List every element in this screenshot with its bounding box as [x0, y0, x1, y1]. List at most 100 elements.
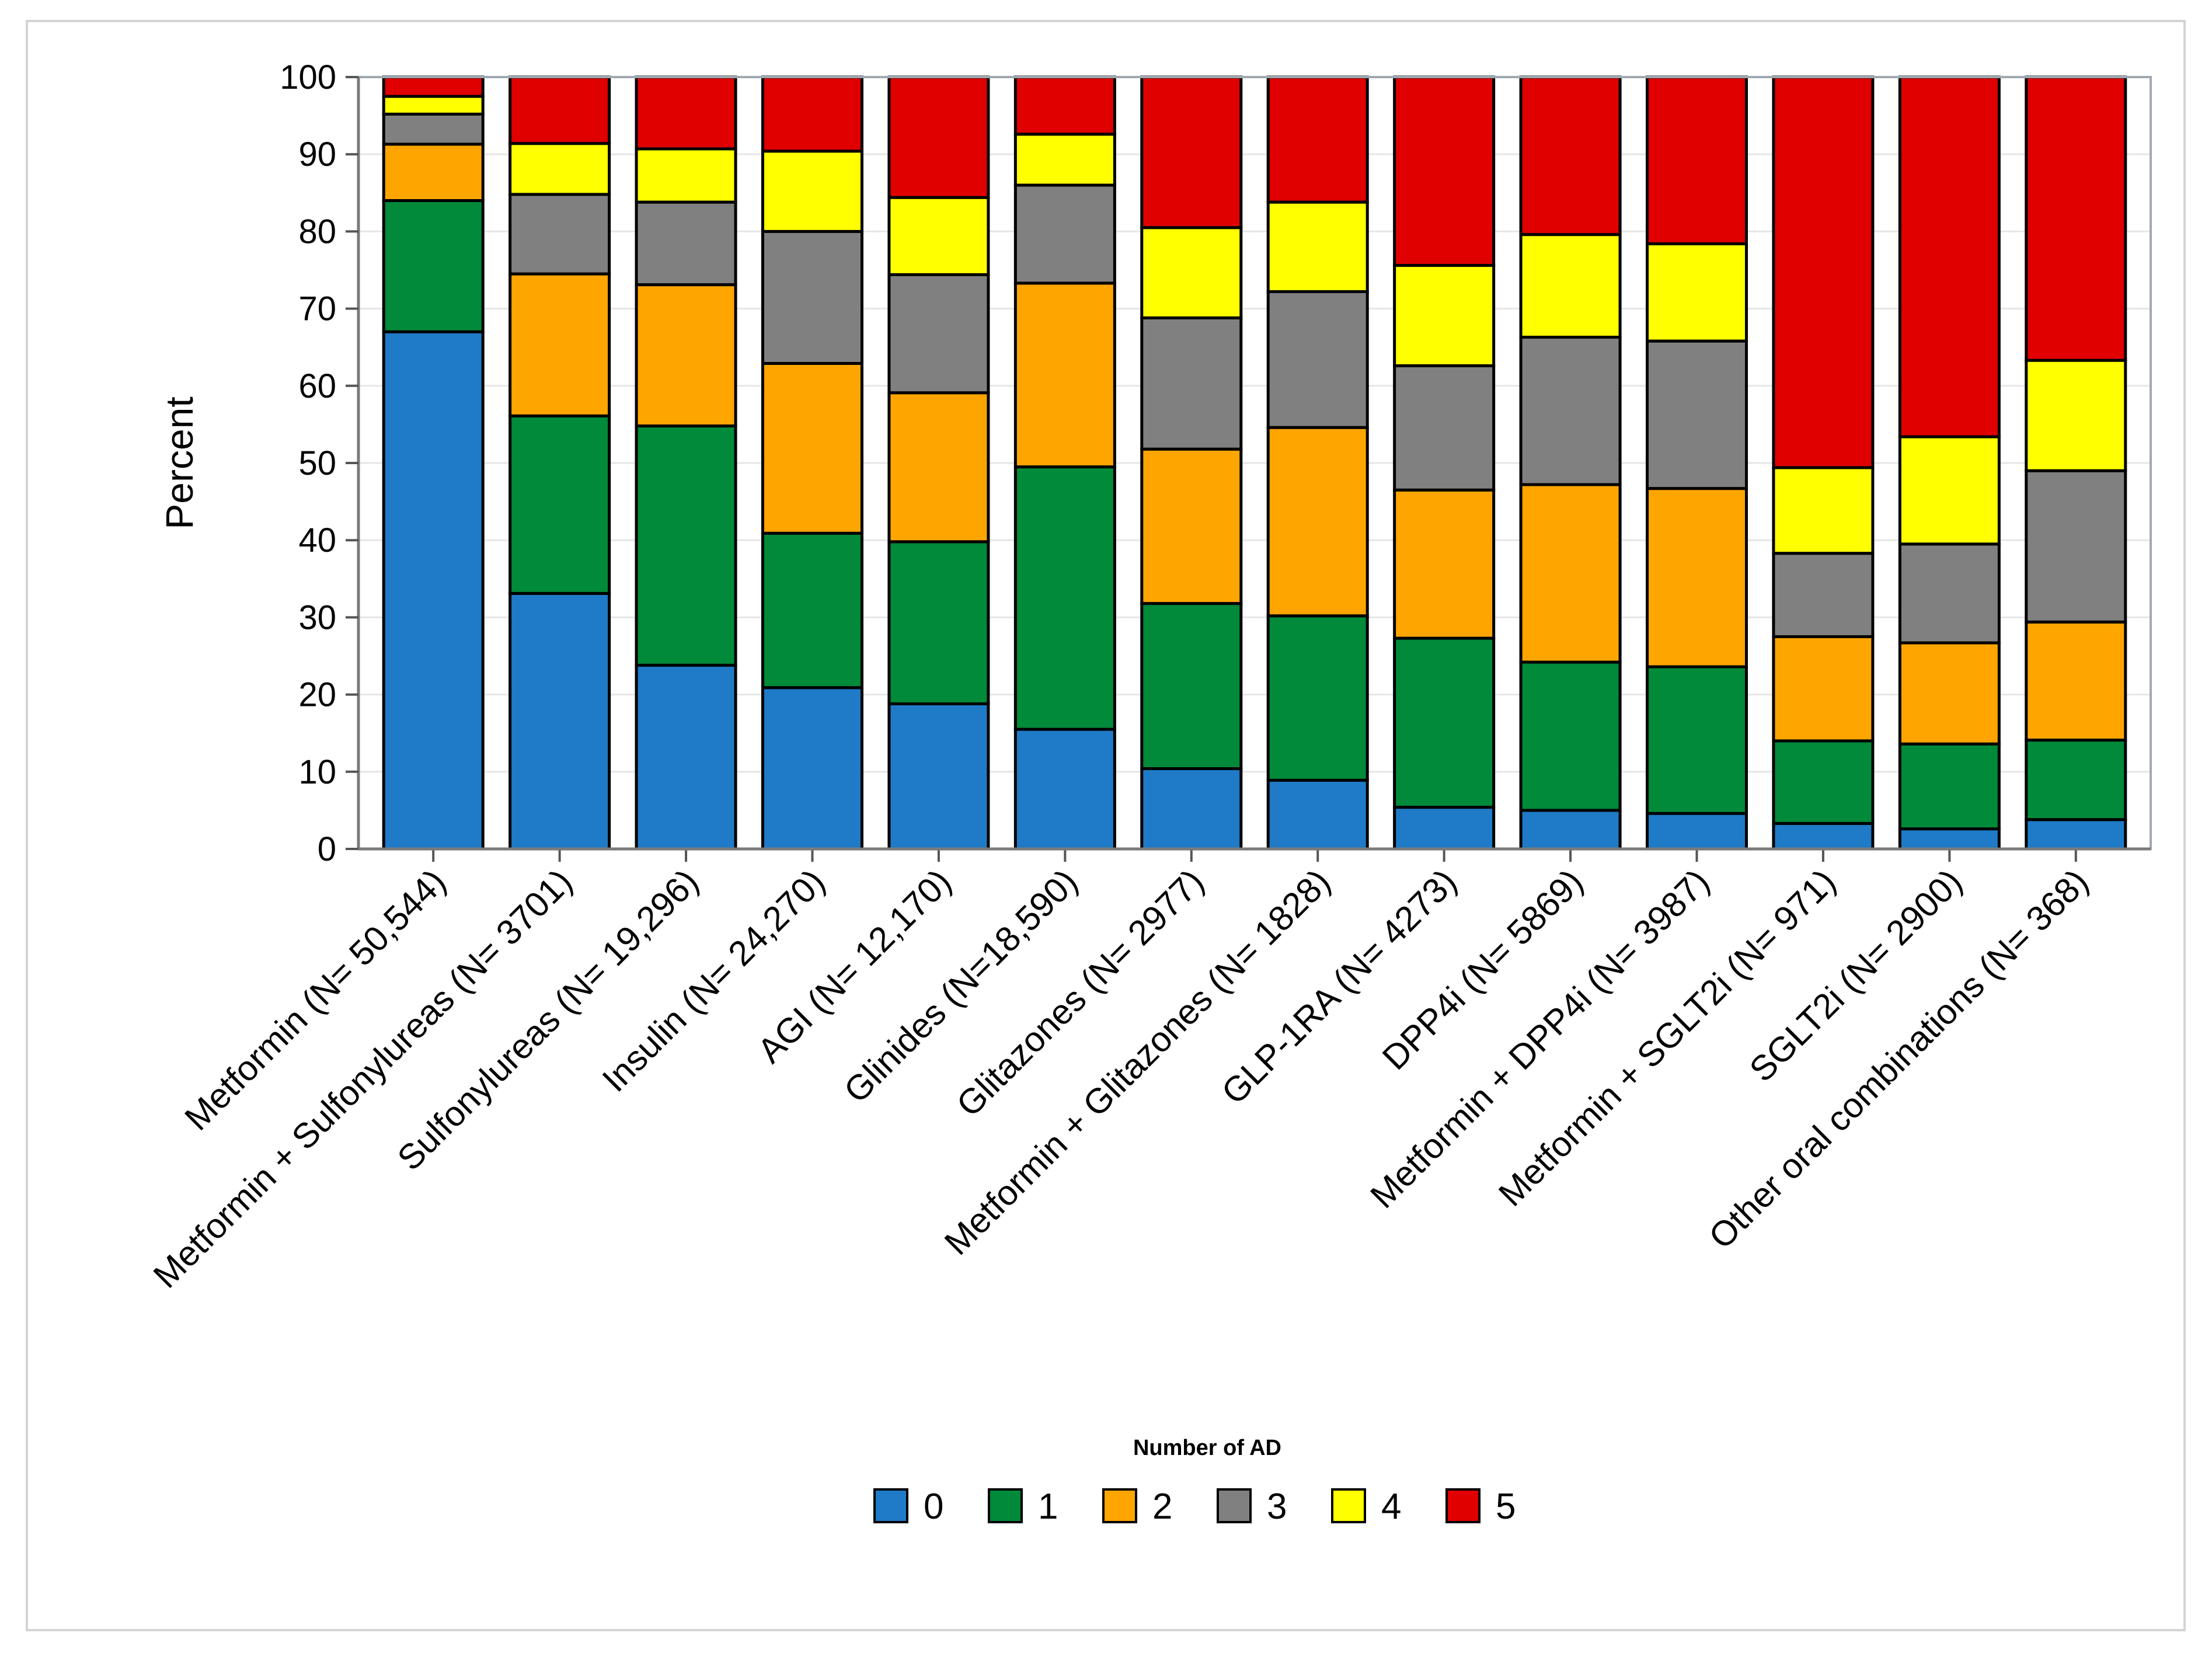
bar-segment-4[interactable]	[1772, 466, 1875, 555]
bar-segment-0[interactable]	[635, 663, 737, 851]
bar-stack	[2025, 75, 2127, 851]
bar-segment-3[interactable]	[1013, 183, 1116, 285]
bar-segment-1[interactable]	[635, 424, 737, 667]
legend-swatch-5[interactable]	[1445, 1488, 1481, 1523]
bar-segment-2[interactable]	[1898, 641, 2001, 746]
bar-segment-2[interactable]	[1266, 426, 1369, 618]
bar-segment-0[interactable]	[1393, 806, 1496, 851]
bar-segment-0[interactable]	[382, 330, 485, 851]
bar-segment-3[interactable]	[2025, 469, 2127, 624]
bar-segment-3[interactable]	[1898, 542, 2001, 645]
bar-segment-0[interactable]	[1266, 778, 1369, 851]
bar-segment-1[interactable]	[508, 414, 611, 595]
bar-segment-1[interactable]	[382, 199, 485, 333]
bar-segment-1[interactable]	[1013, 465, 1116, 731]
y-tick-label: 0	[318, 830, 336, 868]
legend-swatch-2[interactable]	[1102, 1488, 1137, 1523]
bar-segment-4[interactable]	[1266, 200, 1369, 294]
bar-stack	[1898, 75, 2001, 851]
bar-segment-0[interactable]	[508, 591, 611, 851]
bar-segment-0[interactable]	[1772, 821, 1875, 851]
bar-segment-5[interactable]	[1519, 75, 1622, 236]
bar-segment-1[interactable]	[1898, 742, 2001, 831]
bar-segment-2[interactable]	[1393, 488, 1496, 640]
bar-segment-3[interactable]	[1772, 552, 1875, 638]
bar-segment-5[interactable]	[508, 75, 611, 145]
bar-segment-4[interactable]	[1013, 133, 1116, 187]
bar-segment-4[interactable]	[382, 95, 485, 116]
bar-segment-1[interactable]	[1393, 636, 1496, 809]
legend-item[interactable]: 2	[1102, 1487, 1172, 1527]
bar-segment-2[interactable]	[2025, 620, 2127, 742]
legend-item[interactable]: 0	[873, 1487, 943, 1527]
bar-segment-5[interactable]	[1772, 75, 1875, 469]
bar-segment-4[interactable]	[1393, 264, 1496, 367]
legend-item[interactable]: 1	[988, 1487, 1058, 1527]
legend-item[interactable]: 5	[1445, 1487, 1516, 1527]
bar-segment-1[interactable]	[1772, 739, 1875, 825]
bar-segment-5[interactable]	[635, 75, 737, 151]
bar-segment-1[interactable]	[761, 531, 863, 690]
bar-segment-1[interactable]	[1266, 614, 1369, 782]
bar-segment-4[interactable]	[1140, 226, 1243, 319]
bar-segment-4[interactable]	[635, 147, 737, 204]
bar-segment-5[interactable]	[382, 75, 485, 98]
bar-segment-5[interactable]	[1898, 75, 2001, 438]
bar-segment-4[interactable]	[887, 196, 990, 276]
bar-segment-2[interactable]	[1519, 483, 1622, 664]
bar-segment-3[interactable]	[887, 273, 990, 395]
bar-segment-2[interactable]	[1140, 447, 1243, 605]
bar-segment-5[interactable]	[2025, 75, 2127, 362]
legend-item[interactable]: 4	[1331, 1487, 1401, 1527]
bar-segment-1[interactable]	[1646, 665, 1748, 815]
bar-segment-3[interactable]	[1519, 336, 1622, 486]
bar-segment-4[interactable]	[1898, 435, 2001, 546]
bar-segment-0[interactable]	[2025, 818, 2127, 851]
bar-segment-2[interactable]	[1646, 487, 1748, 669]
bar-segment-5[interactable]	[887, 75, 990, 199]
bar-segment-1[interactable]	[1140, 602, 1243, 771]
bar-segment-1[interactable]	[1519, 660, 1622, 812]
legend-swatch-4[interactable]	[1331, 1488, 1366, 1523]
bar-segment-2[interactable]	[508, 272, 611, 417]
bar-segment-3[interactable]	[635, 200, 737, 287]
bar-segment-3[interactable]	[1646, 339, 1748, 490]
bar-segment-3[interactable]	[1393, 364, 1496, 492]
legend-label-2: 2	[1152, 1487, 1172, 1527]
bar-segment-3[interactable]	[508, 193, 611, 276]
bar-segment-0[interactable]	[1013, 727, 1116, 851]
bar-segment-4[interactable]	[1519, 233, 1622, 339]
bar-segment-2[interactable]	[761, 361, 863, 535]
bar-segment-0[interactable]	[1140, 767, 1243, 851]
bar-segment-1[interactable]	[2025, 739, 2127, 821]
bar-segment-2[interactable]	[382, 142, 485, 203]
bar-segment-4[interactable]	[1646, 242, 1748, 343]
bar-segment-5[interactable]	[1646, 75, 1748, 246]
bar-segment-4[interactable]	[508, 142, 611, 196]
legend-swatch-3[interactable]	[1217, 1488, 1252, 1523]
bar-segment-2[interactable]	[887, 391, 990, 544]
bar-segment-0[interactable]	[1646, 812, 1748, 851]
bar-segment-5[interactable]	[1266, 75, 1369, 204]
legend-swatch-0[interactable]	[873, 1488, 908, 1523]
bar-segment-5[interactable]	[1013, 75, 1116, 136]
bar-segment-3[interactable]	[382, 112, 485, 146]
bar-segment-2[interactable]	[635, 283, 737, 428]
bar-segment-1[interactable]	[887, 540, 990, 705]
bar-segment-3[interactable]	[1140, 316, 1243, 451]
bar-segment-0[interactable]	[761, 686, 863, 851]
bar-segment-0[interactable]	[1898, 827, 2001, 851]
legend-item[interactable]: 3	[1217, 1487, 1287, 1527]
bar-segment-5[interactable]	[1140, 75, 1243, 229]
bar-segment-5[interactable]	[761, 75, 863, 153]
bar-segment-3[interactable]	[1266, 290, 1369, 429]
bar-segment-2[interactable]	[1772, 635, 1875, 743]
bar-segment-4[interactable]	[2025, 358, 2127, 472]
bar-segment-3[interactable]	[761, 229, 863, 365]
bar-segment-0[interactable]	[1519, 809, 1622, 851]
bar-segment-2[interactable]	[1013, 281, 1116, 469]
legend-swatch-1[interactable]	[988, 1488, 1023, 1523]
bar-segment-4[interactable]	[761, 149, 863, 233]
bar-segment-5[interactable]	[1393, 75, 1496, 267]
bar-segment-0[interactable]	[887, 702, 990, 851]
